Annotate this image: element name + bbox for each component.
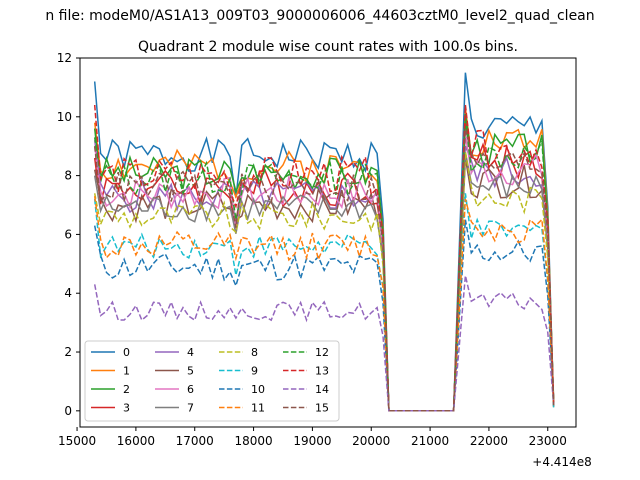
series-line-8 — [93, 151, 555, 412]
series-line-5 — [93, 157, 555, 412]
series-layer — [93, 72, 555, 412]
x-tick-label: 18000 — [234, 434, 272, 448]
legend-label: 0 — [123, 346, 130, 359]
figure-suptitle: n file: modeM0/AS1A13_009T03_9000006006_… — [45, 8, 594, 24]
x-tick-label: 16000 — [117, 434, 155, 448]
legend-label: 4 — [187, 346, 194, 359]
legend-label: 13 — [315, 365, 329, 378]
y-tick-label: 6 — [64, 227, 72, 241]
x-tick-label: 20000 — [352, 434, 390, 448]
legend-label: 9 — [251, 365, 258, 378]
chart-title: Quadrant 2 module wise count rates with … — [138, 39, 518, 55]
series-line-1 — [93, 107, 555, 412]
legend-box — [84, 340, 340, 422]
x-tick-label: 23000 — [529, 434, 567, 448]
x-tick-label: 19000 — [293, 434, 331, 448]
y-tick-label: 4 — [64, 286, 72, 300]
x-tick-label: 21000 — [411, 434, 449, 448]
legend-label: 6 — [187, 383, 194, 396]
series-line-10 — [93, 219, 555, 412]
x-tick-label: 22000 — [470, 434, 508, 448]
series-line-0 — [93, 72, 555, 412]
series-line-14 — [93, 275, 555, 412]
ticks-layer: 15000 16000 17000 18000 19000 20000 21000 22000… — [57, 51, 567, 448]
y-tick-label: 0 — [64, 404, 72, 418]
x-tick-label: 17000 — [176, 434, 214, 448]
series-line-12 — [93, 116, 555, 412]
legend-label: 10 — [251, 383, 265, 396]
x-tick-label: 15000 — [58, 434, 96, 448]
y-tick-label: 10 — [57, 110, 72, 124]
series-line-13 — [93, 104, 555, 412]
y-tick-label: 12 — [57, 51, 72, 65]
series-line-7 — [93, 151, 555, 412]
legend-label: 1 — [123, 365, 130, 378]
legend-label: 11 — [251, 402, 265, 415]
legend-label: 15 — [315, 402, 329, 415]
legend-label: 2 — [123, 383, 130, 396]
axes-frame — [79, 57, 577, 428]
x-offset-label: +4.414e8 — [532, 455, 591, 469]
legend-label: 3 — [123, 402, 130, 415]
y-tick-label: 8 — [64, 169, 72, 183]
legend-label: 14 — [315, 383, 329, 396]
legend-label: 5 — [187, 365, 194, 378]
legend-label: 7 — [187, 402, 194, 415]
legend-label: 8 — [251, 346, 258, 359]
series-line-15 — [93, 128, 555, 412]
legend-label: 12 — [315, 346, 329, 359]
y-tick-label: 2 — [64, 345, 72, 359]
